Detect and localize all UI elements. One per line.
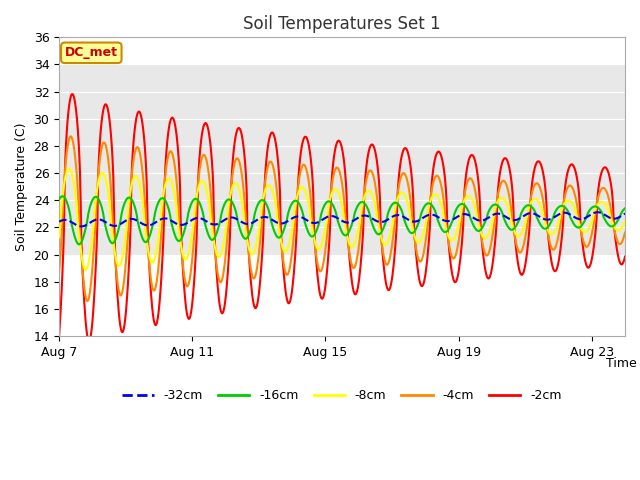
- Text: DC_met: DC_met: [65, 46, 118, 60]
- Y-axis label: Soil Temperature (C): Soil Temperature (C): [15, 122, 28, 251]
- Title: Soil Temperatures Set 1: Soil Temperatures Set 1: [243, 15, 441, 33]
- X-axis label: Time: Time: [605, 357, 636, 370]
- Bar: [59, 64, 625, 254]
- Legend: -32cm, -16cm, -8cm, -4cm, -2cm: -32cm, -16cm, -8cm, -4cm, -2cm: [117, 384, 567, 407]
